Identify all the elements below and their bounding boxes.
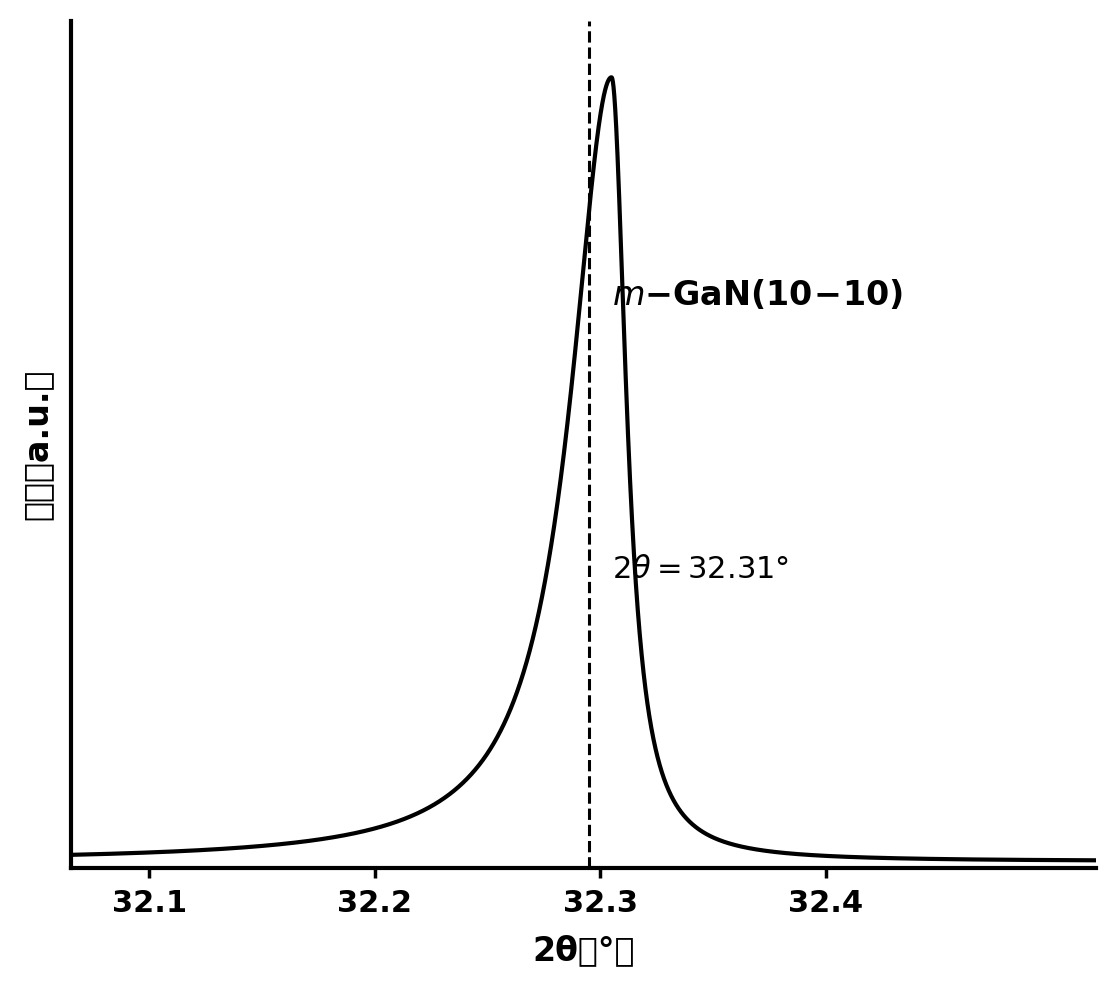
Text: $2\theta\mathdefault{=32.31°}$: $2\theta\mathdefault{=32.31°}$ xyxy=(611,555,789,584)
X-axis label: 2θ（°）: 2θ（°） xyxy=(532,935,634,967)
Text: $\it{m}$$\mathdefault{-}$$\mathbf{GaN(10\!-\!10)}$: $\it{m}$$\mathdefault{-}$$\mathbf{GaN(10… xyxy=(611,279,903,312)
Y-axis label: 强度（a.u.）: 强度（a.u.） xyxy=(21,369,54,520)
